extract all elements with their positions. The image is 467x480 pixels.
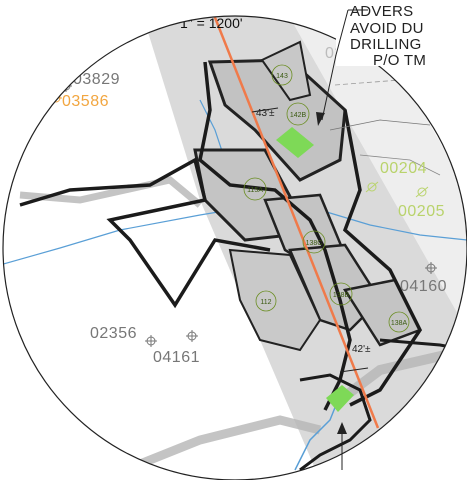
road-band-south: [98, 415, 322, 480]
parcel-label-138c: 138C: [302, 230, 326, 254]
callout-arrow-top: [316, 112, 325, 126]
svg-text:03829: 03829: [73, 71, 120, 88]
well-04161: 04161: [153, 330, 200, 366]
lot-line-3: [359, 154, 441, 176]
dim-label-top: 43'±: [256, 108, 275, 119]
route-line: [210, 16, 380, 429]
svg-text:DRILLING: DRILLING: [350, 36, 422, 53]
parcel-label-138a: 138A: [388, 311, 410, 333]
parcel-label-138b: 138B: [329, 282, 353, 306]
boundary-center: [198, 61, 352, 411]
dim-label-bottom: 42'±: [352, 344, 371, 355]
view-circle-frame: [2, 15, 467, 480]
parcel-label-115a: 115A: [243, 177, 267, 201]
svg-text:138C: 138C: [306, 240, 323, 247]
lot-line-1: [329, 119, 431, 131]
drill-pad-south: [326, 385, 354, 412]
svg-text:138A: 138A: [391, 320, 408, 327]
svg-text:142B: 142B: [290, 112, 307, 119]
well-00204: 00204: [365, 160, 427, 193]
drill-pad-north: [276, 127, 314, 158]
svg-text:143: 143: [276, 73, 288, 80]
svg-text:02356: 02356: [90, 325, 137, 342]
svg-text:ADVERS: ADVERS: [350, 3, 414, 20]
parcel-143: [260, 40, 312, 102]
svg-text:138B: 138B: [333, 292, 350, 299]
parcel-label-143: 143: [271, 64, 293, 86]
svg-text:115A: 115A: [247, 187, 263, 194]
well-02356: 02356: [90, 325, 157, 347]
dim-line-bottom: [339, 367, 369, 373]
svg-text:00205: 00205: [398, 203, 445, 220]
boundary-south: [299, 373, 372, 472]
svg-text:04161: 04161: [153, 349, 200, 366]
corridor-strip-right: [280, 16, 467, 330]
svg-text:04160: 04160: [400, 278, 447, 295]
well-04160: 04160: [400, 262, 447, 295]
well-00205: 00205: [398, 186, 445, 220]
svg-text:P/O TM: P/O TM: [373, 52, 426, 69]
boundary-east: [342, 109, 423, 407]
svg-text:03586: 03586: [62, 93, 109, 110]
svg-text:112: 112: [260, 299, 271, 306]
callout-arrow-bottom: [337, 422, 347, 434]
parcel-112: [228, 248, 322, 352]
svg-text:AVOID DU: AVOID DU: [350, 20, 424, 37]
callout-leader-top: [321, 9, 368, 121]
callout-note: ADVERS AVOID DU DRILLING P/O TM: [336, 0, 467, 69]
parcel-label-142b: 142B: [286, 102, 310, 126]
dim-line-top: [251, 107, 279, 113]
road-band-east: [337, 345, 467, 404]
parcel-label-112: 112: [255, 290, 277, 312]
svg-text:00204: 00204: [380, 160, 427, 177]
boundary-west: [19, 157, 271, 309]
